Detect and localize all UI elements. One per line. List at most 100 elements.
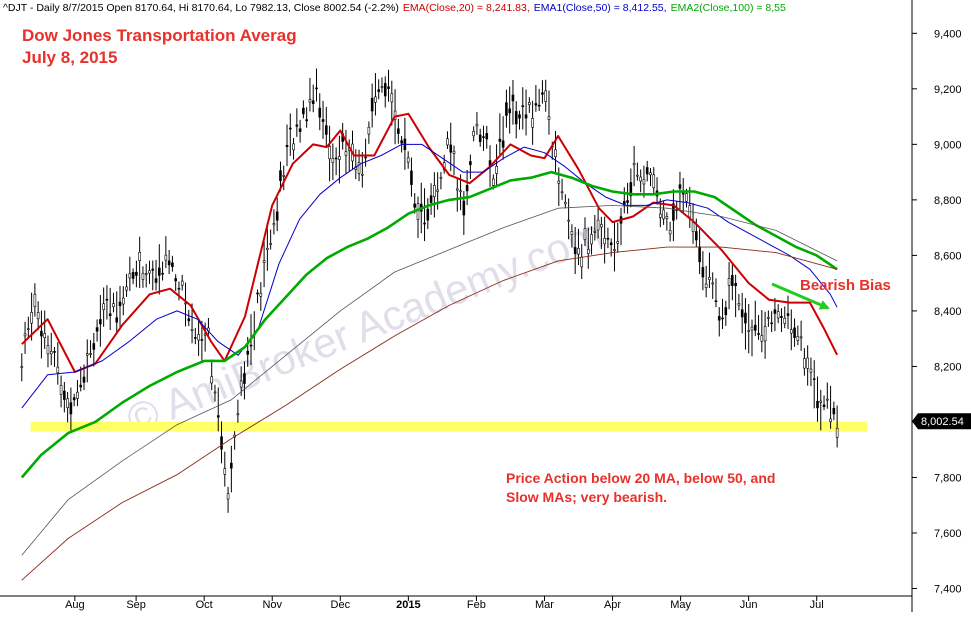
price-bar-body [482, 136, 485, 138]
price-bar-body [789, 329, 793, 334]
price-bar-body [459, 190, 462, 193]
price-bar-body [151, 268, 155, 271]
price-bar-body [757, 333, 760, 335]
price-bar-body [809, 368, 813, 373]
last-value-label: 8,002.54 [921, 416, 964, 428]
x-tick-label: Sep [126, 599, 146, 611]
price-bar-body [406, 157, 410, 163]
price-bar-body [135, 271, 138, 276]
price-bar-body [108, 313, 112, 317]
price-bar-body [819, 400, 823, 403]
price-bar-body [518, 114, 521, 119]
price-bar-body [99, 319, 102, 325]
price-bar-body [121, 297, 125, 305]
price-bar-body [600, 224, 603, 228]
price-bar-body [40, 330, 43, 337]
price-bar-body [158, 267, 161, 276]
commentary-line-1: Price Action below 20 MA, below 50, and [506, 470, 775, 486]
price-bar-body [547, 116, 551, 120]
price-bar-body [577, 248, 580, 255]
price-bar-body [606, 237, 610, 240]
price-bar-body [82, 376, 86, 383]
price-bar-body [95, 327, 99, 332]
price-bar-body [298, 128, 302, 132]
price-bar-body [220, 436, 223, 450]
price-bar-body [498, 138, 502, 142]
price-bar-body [426, 208, 430, 221]
y-tick-label: 7,800 [934, 472, 962, 484]
price-bar-body [131, 272, 135, 279]
price-bar-body [380, 86, 384, 88]
price-bar-body [508, 108, 511, 114]
price-bar-body [85, 353, 89, 356]
header-ema100: EMA2(Close,100) = 8,55 [671, 2, 786, 14]
y-tick-label: 8,800 [934, 195, 962, 207]
price-bar-body [793, 327, 796, 338]
price-bar-body [780, 315, 783, 318]
price-bar-body [478, 134, 482, 142]
price-bar-body [609, 242, 613, 246]
price-bar-body [213, 391, 217, 394]
y-tick-label: 7,600 [934, 528, 962, 540]
price-bar-body [325, 125, 328, 135]
price-bar-body [200, 339, 204, 341]
x-axis: Aug Sep Oct Nov Dec 2015 Feb Mar Apr May Jun Jul [0, 595, 912, 611]
price-bar-body [596, 219, 600, 231]
price-bar-body [30, 312, 33, 324]
price-bar-body [272, 223, 276, 226]
price-bar-body [138, 251, 141, 261]
y-tick-label: 7,400 [934, 584, 962, 596]
price-bar-body [239, 380, 243, 388]
price-bar-body [141, 272, 145, 280]
price-bar-body [357, 162, 361, 174]
price-bar-body [724, 307, 728, 315]
price-bar-body [364, 156, 367, 159]
price-bar-body [799, 336, 803, 339]
price-bar-body [72, 397, 76, 401]
price-bar-body [197, 334, 200, 341]
price-bar-body [446, 138, 449, 146]
price-bar-body [590, 234, 593, 245]
price-bar-body [387, 86, 390, 90]
price-bar-body [436, 189, 439, 192]
price-bar-body [767, 317, 770, 319]
price-bar-body [377, 89, 381, 92]
price-bar-body [649, 172, 652, 176]
price-bar-body [23, 333, 27, 337]
price-bar-body [154, 278, 158, 283]
price-bar-body [750, 326, 754, 331]
price-bar-body [269, 243, 272, 245]
price-bar-body [583, 228, 587, 240]
price-bar-body [180, 280, 184, 286]
price-bar-body [397, 128, 400, 134]
price-bar-body [554, 149, 557, 158]
price-bar-body [701, 267, 705, 278]
price-bar-body [167, 260, 171, 266]
price-bar-body [763, 326, 767, 342]
price-bar-body [148, 270, 151, 274]
price-bar-body [469, 161, 472, 166]
price-bar-body [400, 140, 403, 144]
price-bar-body [639, 176, 642, 182]
price-bar-body [472, 130, 475, 137]
price-bar-body [704, 283, 708, 289]
price-bar-body [528, 102, 531, 105]
price-bar-body [492, 178, 495, 186]
price-bar-body [295, 124, 299, 127]
price-bar-body [305, 119, 308, 122]
price-bar-body [449, 144, 453, 153]
price-bar-body [698, 246, 701, 263]
x-tick-label: Mar [535, 599, 554, 611]
price-bar-body [835, 427, 839, 438]
last-value-marker: 8,002.54 [912, 413, 971, 430]
price-bar-body [832, 407, 836, 415]
price-bar-body [462, 200, 466, 216]
overlay-date: July 8, 2015 [22, 48, 117, 67]
price-bar-body [279, 170, 282, 181]
price-bar-body [164, 254, 168, 261]
price-bar-body [20, 366, 24, 368]
price-bar-body [812, 378, 816, 380]
price-bar-body [714, 300, 718, 303]
